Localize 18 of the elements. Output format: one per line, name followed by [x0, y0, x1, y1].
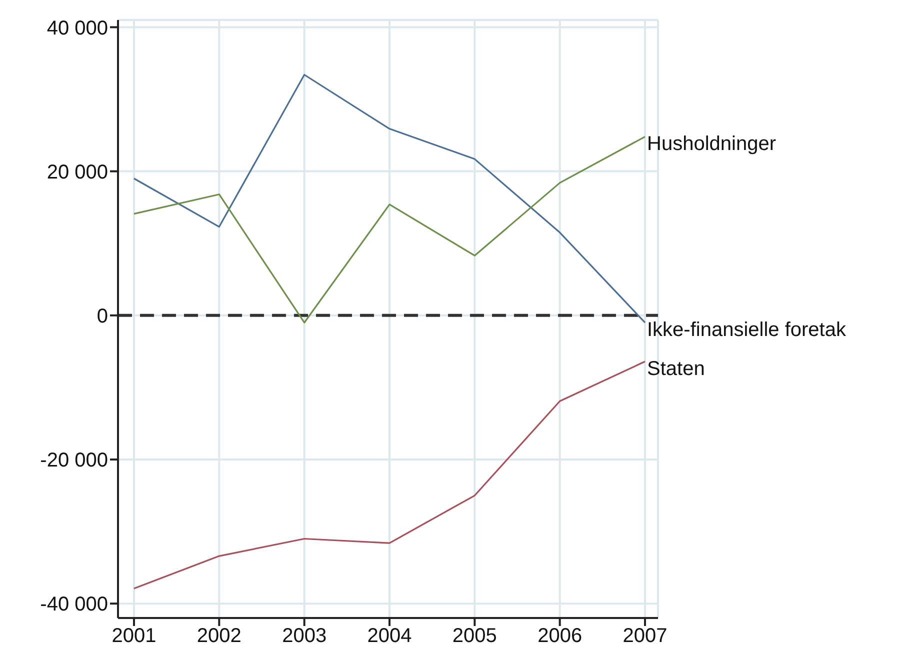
x-tick-label: 2007	[622, 625, 668, 648]
y-tick-label: -20 000	[40, 450, 108, 472]
y-tick-label: -40 000	[40, 594, 108, 616]
x-tick-label: 2001	[112, 625, 156, 648]
x-tick-label: 2004	[367, 625, 412, 648]
y-tick-label: 20 000	[46, 161, 108, 184]
x-tick-label: 2003	[282, 625, 327, 648]
x-tick-label: 2006	[538, 625, 582, 648]
line-series	[133, 74, 646, 324]
series-label: Staten	[647, 358, 705, 380]
line-series	[133, 136, 646, 324]
series-label: Ikke-finansielle foretak	[647, 318, 847, 341]
line-series	[133, 360, 646, 590]
y-tick-label: 0	[96, 306, 108, 328]
y-tick-label: 40 000	[46, 17, 108, 40]
x-tick-label: 2005	[452, 625, 497, 648]
x-tick-label: 2002	[196, 625, 242, 648]
series-label: Husholdninger	[647, 133, 776, 155]
